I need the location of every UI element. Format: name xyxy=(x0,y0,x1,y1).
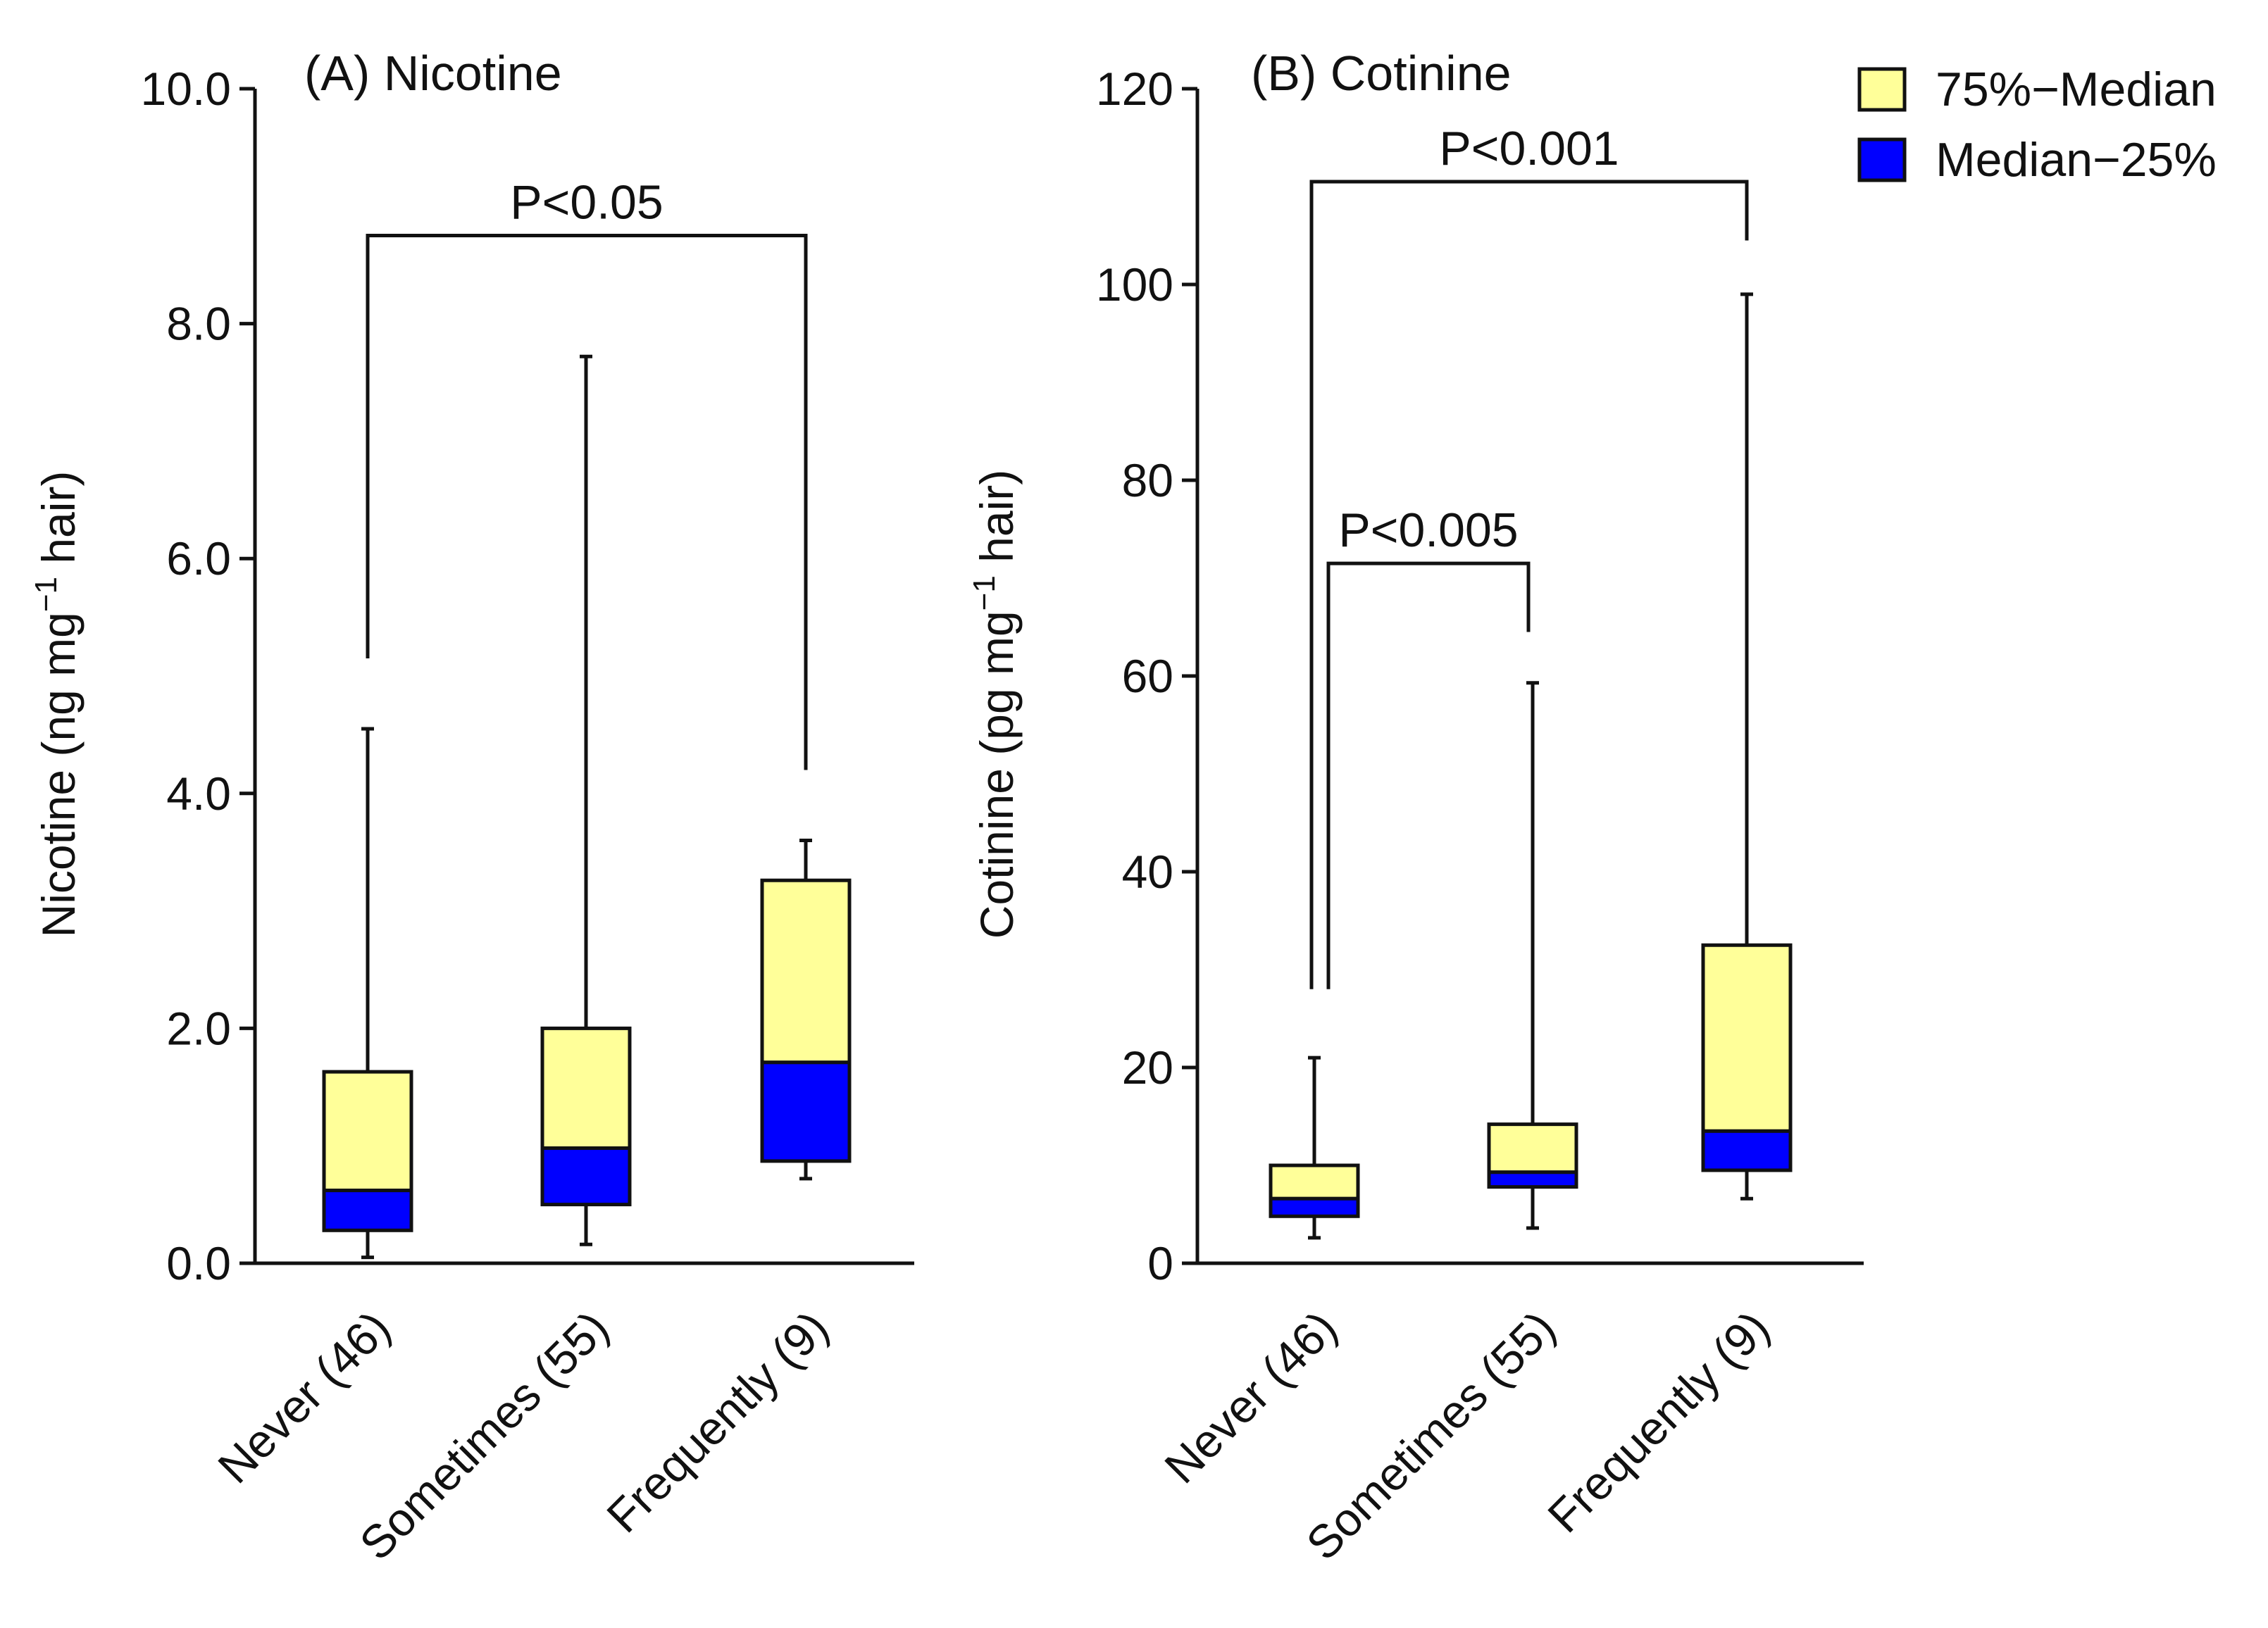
y-tick-label: 40 xyxy=(1122,846,1173,898)
y-tick-label: 20 xyxy=(1122,1041,1173,1094)
legend-label: Median−25% xyxy=(1936,133,2217,187)
box-upper-segment xyxy=(1487,1122,1578,1175)
box-lower-segment xyxy=(1701,1129,1793,1172)
box-lower-segment xyxy=(1269,1196,1360,1218)
legend: 75%−Median Median−25% xyxy=(1857,63,2217,187)
y-tick-label: 120 xyxy=(1096,63,1173,115)
significance-label: P<0.05 xyxy=(510,176,663,230)
box-lower-segment xyxy=(760,1060,852,1163)
box-upper-segment xyxy=(540,1026,632,1151)
y-tick-label: 0 xyxy=(1147,1237,1173,1289)
legend-swatch xyxy=(1857,67,1907,112)
legend-label: 75%−Median xyxy=(1936,63,2217,116)
y-tick-label: 10.0 xyxy=(141,63,231,115)
y-tick-label: 6.0 xyxy=(166,532,231,584)
y-tick-label: 60 xyxy=(1122,650,1173,702)
y-tick-label: 100 xyxy=(1096,258,1173,311)
box-upper-segment xyxy=(1269,1163,1360,1201)
y-tick-label: 0.0 xyxy=(166,1237,231,1289)
y-tick-label: 8.0 xyxy=(166,298,231,350)
significance-label: P<0.001 xyxy=(1439,122,1619,175)
box-lower-segment xyxy=(1487,1170,1578,1189)
box-upper-segment xyxy=(760,878,852,1065)
category-label: Frequently (9) xyxy=(1538,1301,1779,1543)
panel-cotinine: 0 20 40 60 80 100 120 (B) Cotinine Cotinine (pg … xyxy=(967,46,1864,1570)
legend-swatch xyxy=(1857,137,1907,182)
box-upper-segment xyxy=(322,1070,413,1193)
y-tick-label: 4.0 xyxy=(166,768,231,820)
category-label: Never (46) xyxy=(1154,1301,1347,1494)
significance-bracket xyxy=(1309,180,1749,989)
box-upper-segment xyxy=(1701,943,1793,1133)
significance-label: P<0.005 xyxy=(1338,503,1518,557)
significance-bracket xyxy=(366,234,808,770)
category-label: Never (46) xyxy=(208,1301,400,1494)
significance-bracket xyxy=(1326,561,1531,989)
box-lower-segment xyxy=(540,1146,632,1207)
panel-title: (A) Nicotine xyxy=(304,46,562,101)
panel-nicotine: 0.0 2.0 4.0 6.0 8.0 10.0 (A) Nicotine Nicotine … xyxy=(29,46,914,1570)
y-tick-label: 2.0 xyxy=(166,1002,231,1054)
category-label: Frequently (9) xyxy=(597,1301,838,1543)
box-lower-segment xyxy=(322,1189,413,1232)
y-axis-title: Cotinine (pg mg−1 hair) xyxy=(967,470,1023,939)
y-tick-label: 80 xyxy=(1122,454,1173,506)
y-axis-title: Nicotine (ng mg−1 hair) xyxy=(29,471,85,938)
panel-title: (B) Cotinine xyxy=(1251,46,1512,101)
